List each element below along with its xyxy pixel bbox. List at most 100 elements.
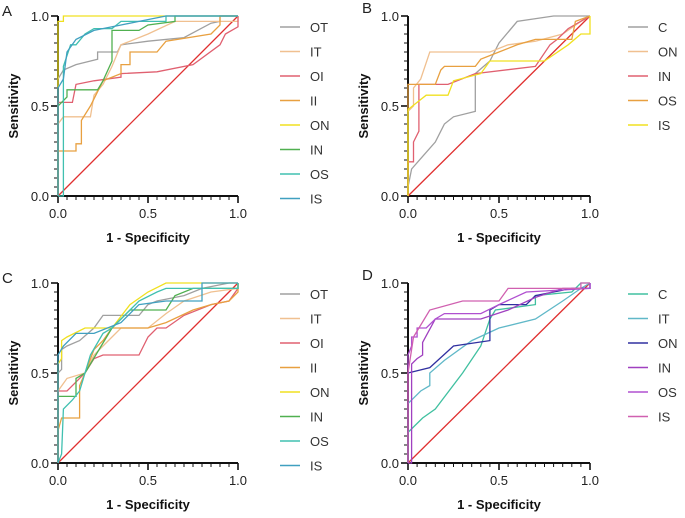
- axes: 0.0 0.5 1.0 0.0 0.5 1.0 1 - Specificity Sensiti…: [356, 276, 599, 512]
- y-tick-label: 1.0: [381, 9, 399, 24]
- legend-item-oi: OI: [280, 69, 324, 84]
- y-axis-title: Sensitivity: [6, 340, 21, 406]
- legend-item-ii: II: [280, 361, 317, 376]
- roc-curve-it: [57, 16, 239, 196]
- y-tick-label: 0.5: [31, 99, 49, 114]
- roc-curve-it: [407, 282, 591, 463]
- roc-curve-c: [407, 282, 590, 463]
- legend-label: OI: [310, 69, 324, 84]
- legend-label: OS: [658, 385, 677, 400]
- legend-label: OS: [310, 167, 329, 182]
- panel-letter: B: [362, 0, 372, 17]
- x-tick-label: 0.0: [49, 206, 67, 221]
- legend-item-is: IS: [280, 192, 323, 207]
- reference-diagonal: [407, 15, 591, 197]
- legend-label: OS: [310, 434, 329, 449]
- legend-label: OT: [310, 20, 328, 35]
- x-tick-label: 0.0: [399, 473, 417, 488]
- roc-curve-on: [57, 282, 238, 463]
- legend-label: OS: [658, 94, 677, 109]
- legend-label: IT: [658, 312, 670, 327]
- roc-panel-b: B 0.0 0.5 1.0 0.0 0.5 1.0 1 - Specificity Sensit…: [356, 0, 678, 245]
- roc-curve-in: [57, 15, 238, 196]
- roc-panel-d: D 0.0 0.5 1.0 0.0 0.5 1.0 1 - Specificity Sensit…: [356, 267, 678, 512]
- axes: 0.0 0.5 1.0 0.0 0.5 1.0 1 - Specificity Sensiti…: [6, 9, 247, 245]
- x-axis-title: 1 - Specificity: [457, 497, 542, 512]
- legend-item-oi: OI: [280, 336, 324, 351]
- legend-item-in: IN: [280, 410, 323, 425]
- legend-item-it: IT: [280, 312, 322, 327]
- legend-label: IS: [658, 118, 671, 133]
- roc-panel-c: C 0.0 0.5 1.0 0.0 0.5 1.0 1 - Specificity Sensit…: [2, 270, 330, 512]
- roc-curve-ot: [57, 282, 238, 463]
- x-tick-label: 0.5: [139, 206, 157, 221]
- y-tick-label: 1.0: [381, 276, 399, 291]
- reference-diagonal: [57, 282, 239, 464]
- legend-item-on: ON: [280, 385, 330, 400]
- y-tick-label: 0.0: [31, 456, 49, 471]
- y-axis-title: Sensitivity: [356, 73, 371, 139]
- legend-item-in: IN: [628, 361, 671, 376]
- legend-label: IS: [310, 459, 323, 474]
- legend-item-is: IS: [628, 410, 671, 425]
- roc-curve-is: [57, 15, 238, 196]
- roc-curve-ii: [57, 15, 238, 196]
- x-tick-label: 0.5: [490, 206, 508, 221]
- legend: OT IT OI II ON IN OS IS: [280, 287, 330, 474]
- panel-letter: D: [362, 267, 373, 284]
- legend: C ON IN OS IS: [628, 20, 678, 133]
- x-tick-label: 0.5: [139, 473, 157, 488]
- roc-curve-os: [57, 283, 239, 464]
- roc-curve-os: [407, 15, 591, 196]
- y-tick-label: 1.0: [31, 9, 49, 24]
- legend-item-os: OS: [628, 94, 677, 109]
- legend-item-c: C: [628, 287, 667, 302]
- y-tick-label: 0.0: [31, 189, 49, 204]
- legend-item-os: OS: [280, 434, 329, 449]
- legend-label: IN: [310, 410, 323, 425]
- legend-label: IS: [658, 410, 671, 425]
- legend-item-ot: OT: [280, 287, 328, 302]
- legend-label: OT: [310, 287, 328, 302]
- legend-label: II: [310, 94, 317, 109]
- roc-curve-is: [407, 282, 590, 463]
- y-tick-label: 0.5: [381, 366, 399, 381]
- legend-item-in: IN: [628, 69, 671, 84]
- legend-item-os: OS: [628, 385, 677, 400]
- x-axis-title: 1 - Specificity: [457, 230, 542, 245]
- legend-item-c: C: [628, 20, 667, 35]
- x-tick-label: 0.0: [399, 206, 417, 221]
- x-tick-label: 0.5: [490, 473, 508, 488]
- legend-label: II: [310, 361, 317, 376]
- y-tick-label: 1.0: [31, 276, 49, 291]
- roc-curve-os: [58, 15, 238, 197]
- panel-letter: A: [2, 3, 12, 20]
- legend-label: C: [658, 287, 667, 302]
- legend-label: IT: [310, 312, 322, 327]
- legend-item-in: IN: [280, 143, 323, 158]
- legend-item-is: IS: [628, 118, 671, 133]
- roc-panel-a: A 0.0 0.5 1.0 0.0 0.5 1.0 1 - Specificity Sensit…: [2, 3, 330, 245]
- y-tick-label: 0.5: [31, 366, 49, 381]
- roc-curve-on: [57, 15, 238, 196]
- legend: OT IT OI II ON IN OS IS: [280, 20, 330, 207]
- legend-item-on: ON: [628, 336, 678, 351]
- legend-label: ON: [310, 118, 330, 133]
- legend-label: IN: [658, 69, 671, 84]
- x-axis-title: 1 - Specificity: [106, 230, 191, 245]
- roc-curve-is: [407, 16, 591, 196]
- legend-item-it: IT: [628, 312, 670, 327]
- roc-curve-os: [407, 283, 591, 463]
- legend-item-os: OS: [280, 167, 329, 182]
- x-tick-label: 0.0: [49, 473, 67, 488]
- panel-letter: C: [2, 270, 13, 287]
- legend-label: IS: [310, 192, 323, 207]
- x-tick-label: 1.0: [581, 206, 599, 221]
- legend-item-is: IS: [280, 459, 323, 474]
- legend-label: IT: [310, 45, 322, 60]
- x-tick-label: 1.0: [229, 473, 247, 488]
- y-tick-label: 0.5: [381, 99, 399, 114]
- legend-label: OI: [310, 336, 324, 351]
- reference-diagonal: [57, 15, 239, 197]
